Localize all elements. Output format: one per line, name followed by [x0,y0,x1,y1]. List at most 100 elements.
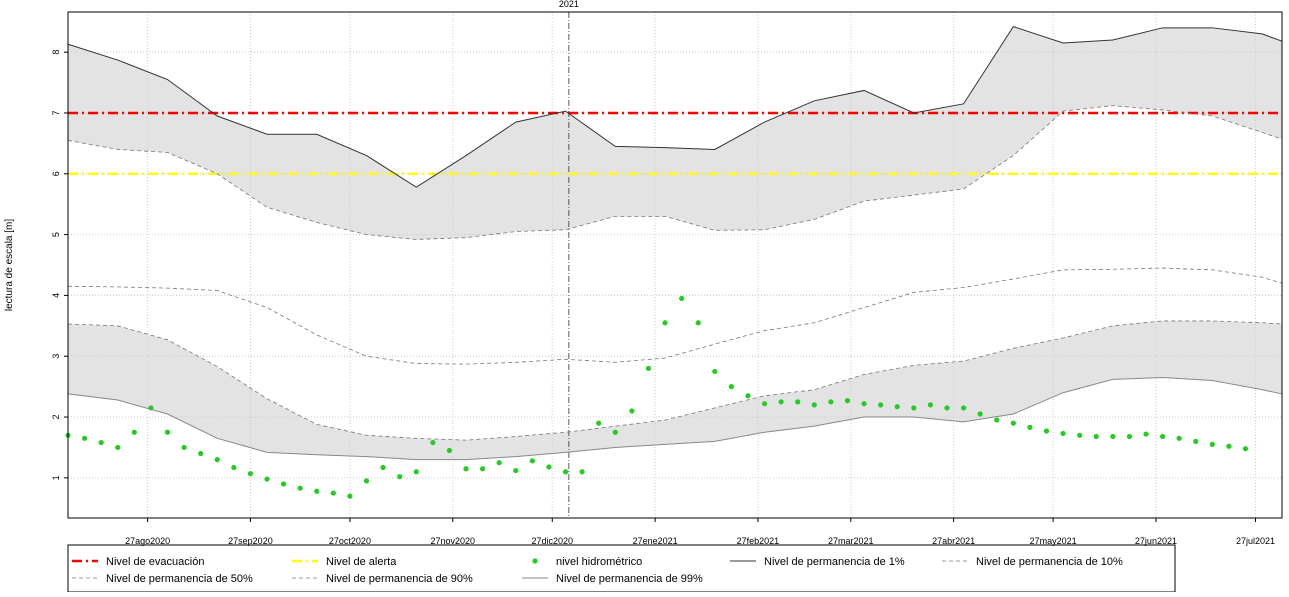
y-axis-title: lectura de escala [m] [4,219,15,311]
data-point [1242,446,1249,452]
data-point [695,320,701,326]
data-point [1209,441,1215,448]
data-point [828,399,834,405]
data-point [1126,433,1133,440]
legend-label: Nivel de permanencia de 50% [106,573,253,585]
band [68,26,1282,240]
legend-label: Nivel de permanencia de 1% [764,556,905,568]
data-point [513,467,519,474]
data-point [347,493,353,499]
series-line [67,320,1283,441]
data-point [927,402,934,408]
data-point [413,469,419,475]
data-point [1027,424,1033,430]
data-point [994,417,1000,423]
y-tick-label: 3 [51,354,61,359]
data-point [944,405,950,411]
data-point [463,466,469,472]
year-label: 2021 [559,0,579,9]
x-tick-label: 27nov2020 [430,536,475,546]
data-point [264,476,270,482]
data-point [198,450,204,457]
data-point [596,420,602,426]
data-point [380,464,386,471]
series-line [67,105,1283,240]
data-point [330,490,336,496]
legend-label: Nivel de evacuación [106,556,204,568]
data-point [115,444,121,451]
data-point [281,481,287,487]
data-point [546,464,552,470]
x-tick-label: 27feb2021 [737,536,780,546]
plot-frame [67,11,1283,519]
data-point [1226,443,1232,449]
data-point [98,439,104,446]
data-point [662,320,668,326]
data-point [430,439,436,446]
data-point [645,365,652,371]
data-point [1176,435,1182,441]
data-point [679,295,685,302]
y-tick-label: 4 [51,293,61,298]
y-tick-label: 1 [51,475,61,480]
data-point [181,444,187,451]
x-tick-label: 27ene2021 [633,536,678,546]
series-line [67,267,1283,365]
data-point [579,469,585,475]
data-point [131,429,137,435]
data-point [496,460,502,466]
data-point [231,464,237,471]
legend-swatch [532,558,538,564]
x-tick-label: 27sep2020 [228,536,273,546]
data-point [977,411,983,417]
data-point [397,474,403,480]
data-point [314,488,320,494]
band [68,320,1282,460]
data-point [629,408,635,414]
data-point [1110,433,1116,440]
data-point [1060,430,1066,437]
data-point [712,368,718,375]
x-tick-label: 27ago2020 [125,536,170,546]
x-tick-label: 27jun2021 [1135,536,1177,546]
data-point [1143,431,1149,437]
legend-label: Nivel de permanencia de 90% [326,573,473,585]
data-point [911,405,917,411]
legend-label: Nivel de alerta [326,556,397,568]
data-point [844,398,851,404]
data-point [960,405,967,411]
data-point [761,401,768,407]
x-tick-label: 27dic2020 [531,536,573,546]
data-point [529,458,535,464]
data-point [363,478,370,484]
data-point [81,435,88,441]
data-point [1043,428,1050,434]
x-tick-label: 27jul2021 [1236,536,1275,546]
data-point [480,466,486,472]
data-point [778,399,784,405]
y-tick-label: 6 [51,171,61,176]
x-tick-label: 27abr2021 [932,536,975,546]
data-point [745,393,751,399]
legend-label: Nivel de permanencia de 10% [976,556,1123,568]
data-point [1193,438,1199,444]
series-line [67,26,1283,188]
data-point [861,401,867,407]
y-tick-label: 2 [51,415,61,420]
data-point [811,402,817,408]
data-point [164,429,171,435]
x-tick-label: 27may2021 [1030,536,1077,546]
y-tick-label: 8 [51,50,61,55]
data-point [562,469,569,475]
data-point [214,457,220,463]
data-point [247,471,254,477]
data-point [446,447,453,454]
data-point [894,404,900,410]
data-point [795,399,801,405]
series-line [67,377,1283,461]
x-tick-label: 27mar2021 [828,536,874,546]
legend-label: nivel hidrométrico [556,556,642,568]
data-point [1077,432,1083,438]
